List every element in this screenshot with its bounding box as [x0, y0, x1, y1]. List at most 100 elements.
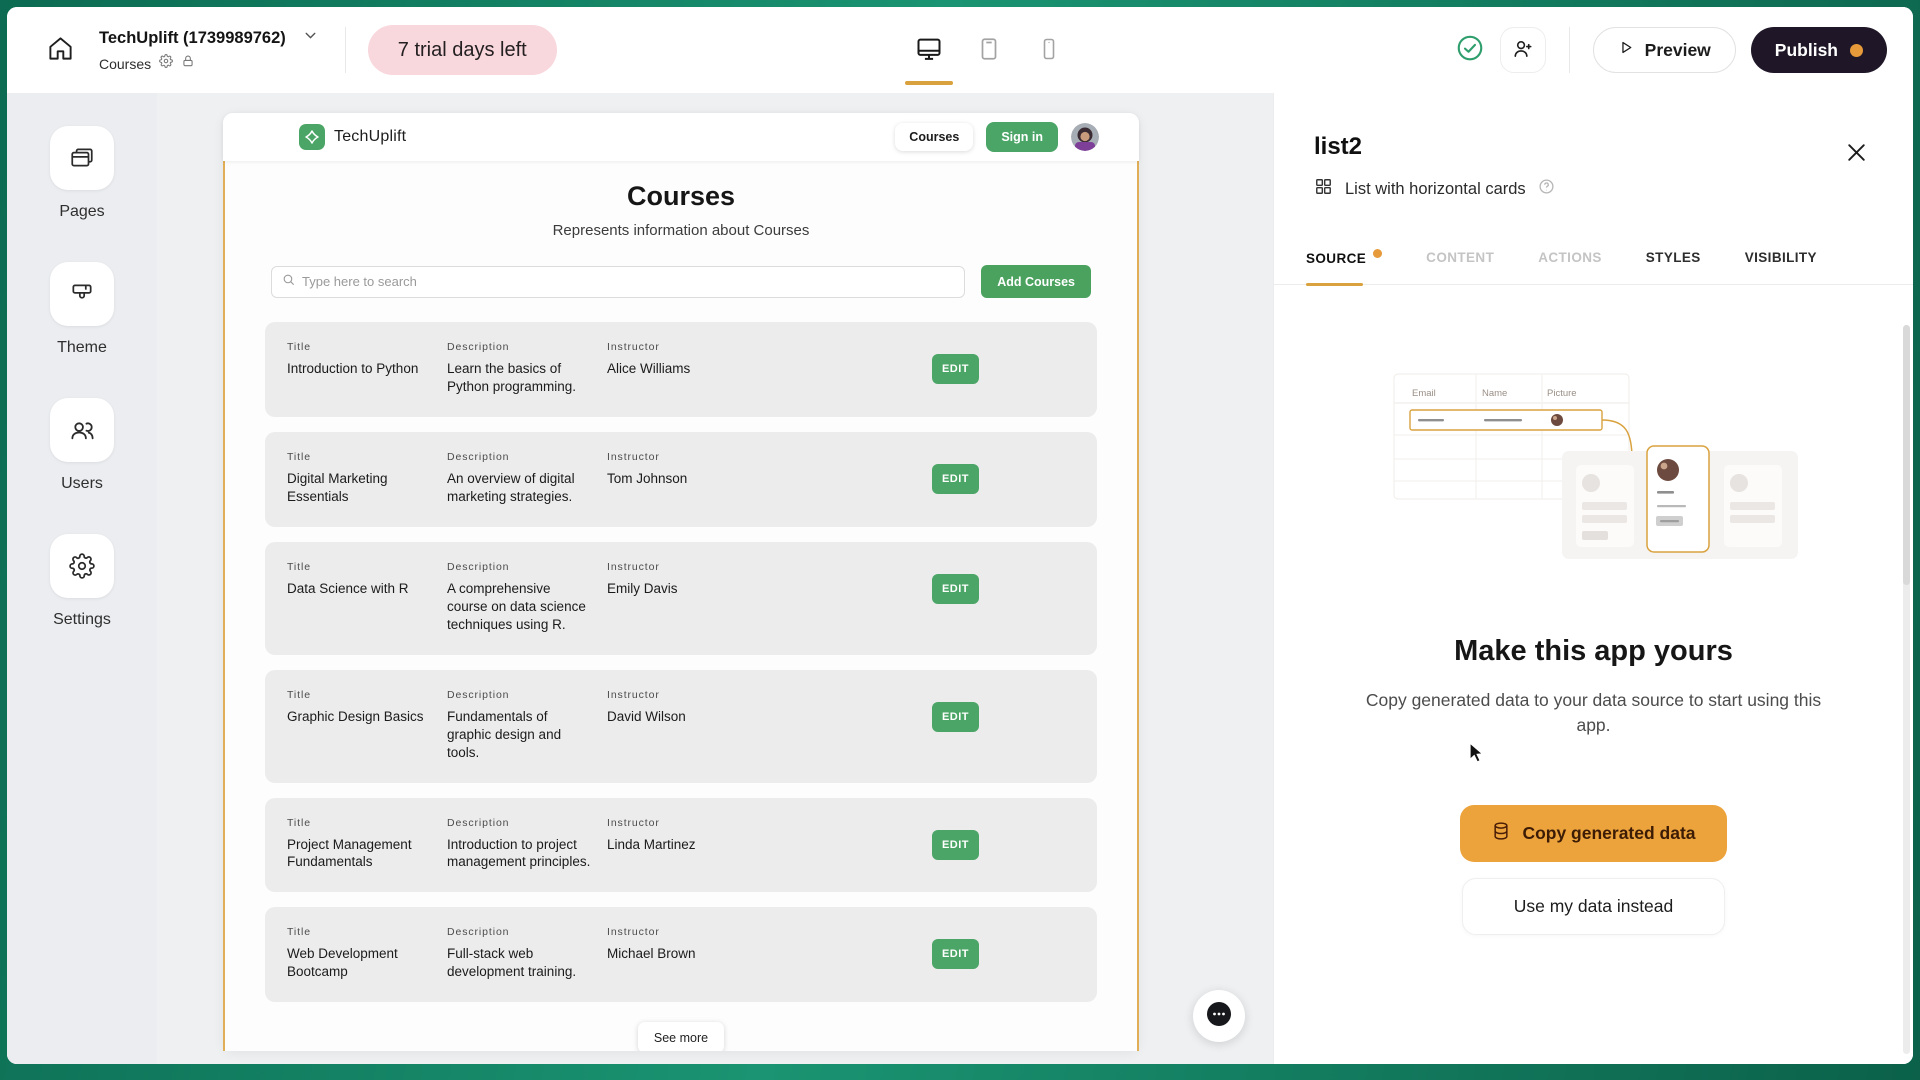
edit-button[interactable]: EDIT	[932, 463, 979, 494]
tab-content[interactable]: CONTENT	[1426, 249, 1494, 284]
tab-source[interactable]: SOURCE	[1306, 249, 1383, 286]
see-more-button[interactable]: See more	[637, 1022, 725, 1051]
tab-visibility[interactable]: VISIBILITY	[1745, 249, 1817, 284]
illus-col-name: Name	[1482, 388, 1507, 399]
phone-icon	[1037, 37, 1061, 64]
chat-bubble-icon	[1202, 998, 1236, 1035]
search-box	[271, 265, 966, 298]
search-icon	[282, 273, 295, 291]
field-label-title: Title	[287, 341, 311, 353]
field-label-instructor: Instructor	[607, 560, 660, 573]
app-page-content: Courses Represents information about Cou…	[223, 161, 1139, 1051]
page-title: Courses	[626, 181, 736, 211]
users-icon	[50, 398, 114, 462]
add-courses-button[interactable]: Add Courses	[981, 265, 1091, 298]
use-my-data-button[interactable]: Use my data instead	[1462, 877, 1725, 935]
field-label-instructor: Instructor	[607, 926, 660, 939]
field-label-description: Description	[447, 926, 510, 939]
close-icon	[1844, 140, 1869, 168]
tab-styles[interactable]: STYLES	[1646, 249, 1701, 284]
topbar: TechUplift (1739989762) Courses 7 tr	[7, 7, 1913, 93]
sidebar-item-settings[interactable]: Settings	[50, 534, 114, 629]
topbar-divider	[1568, 27, 1570, 73]
course-card[interactable]: Title Project Management Fundamentals Des…	[265, 797, 1097, 893]
chevron-down-icon[interactable]	[302, 27, 319, 49]
edit-button[interactable]: EDIT	[932, 829, 979, 860]
saved-check-icon[interactable]	[1455, 33, 1485, 68]
publish-label: Publish	[1774, 39, 1838, 60]
tab-actions[interactable]: ACTIONS	[1538, 249, 1602, 284]
builder-window: TechUplift (1739989762) Courses 7 tr	[7, 7, 1913, 1064]
search-row: Add Courses	[271, 265, 1091, 298]
app-brand: TechUplift	[299, 124, 406, 150]
illus-col-email: Email	[1412, 388, 1436, 399]
workspace-switcher[interactable]: TechUplift (1739989762) Courses	[99, 27, 319, 73]
device-desktop-button[interactable]	[905, 33, 953, 85]
sidebar-item-users[interactable]: Users	[50, 398, 114, 493]
avatar[interactable]	[1071, 123, 1099, 151]
edit-button[interactable]: EDIT	[932, 354, 979, 384]
device-phone-button[interactable]	[1032, 33, 1066, 67]
course-card[interactable]: Title Data Science with R Description A co…	[265, 541, 1097, 655]
course-title: Project Management Fundamentals	[287, 836, 412, 870]
current-page-name: Courses	[99, 55, 152, 72]
data-mapping-illustration: Email Name Picture	[1393, 373, 1798, 559]
field-label-instructor: Instructor	[607, 450, 660, 463]
preview-button[interactable]: Preview	[1592, 27, 1736, 73]
field-label-instructor: Instructor	[607, 341, 660, 353]
paintbrush-icon	[50, 262, 114, 326]
topbar-actions: Preview Publish	[1455, 27, 1887, 73]
copy-generated-data-button[interactable]: Copy generated data	[1460, 804, 1727, 862]
preview-label: Preview	[1644, 39, 1711, 60]
app-brand-name: TechUplift	[334, 128, 407, 145]
device-tablet-button[interactable]	[972, 33, 1006, 67]
sign-in-button[interactable]: Sign in	[986, 122, 1058, 152]
help-icon[interactable]	[1538, 178, 1555, 200]
course-title: Web Development Bootcamp	[287, 946, 398, 980]
desktop-icon	[915, 35, 943, 66]
app-logo-icon	[299, 124, 325, 150]
course-instructor: Emily Davis	[607, 580, 678, 596]
course-instructor: Tom Johnson	[607, 470, 688, 486]
database-icon	[1491, 821, 1511, 846]
play-icon	[1618, 39, 1635, 61]
course-description: Full-stack web development training.	[447, 946, 577, 980]
canvas: TechUplift Courses Sign in Courses Repr	[157, 93, 1273, 1064]
course-description: Learn the basics of Python programming.	[447, 361, 577, 394]
home-button[interactable]	[37, 27, 83, 73]
lock-icon[interactable]	[181, 54, 195, 73]
publish-button[interactable]: Publish	[1750, 27, 1887, 73]
panel-scrollbar-thumb[interactable]	[1903, 325, 1910, 585]
panel-tabs: SOURCE CONTENT ACTIONS STYLES VISIBILITY	[1274, 249, 1913, 286]
copy-generated-data-label: Copy generated data	[1522, 822, 1696, 843]
sidebar-item-label: Theme	[57, 339, 107, 356]
sidebar-item-theme[interactable]: Theme	[50, 262, 114, 357]
field-label-description: Description	[447, 341, 510, 353]
close-panel-button[interactable]	[1841, 139, 1871, 169]
topbar-divider	[344, 27, 346, 73]
trial-badge[interactable]: 7 trial days left	[367, 25, 557, 75]
app-nav-courses[interactable]: Courses	[895, 123, 974, 151]
field-label-title: Title	[287, 926, 311, 939]
course-title: Data Science with R	[287, 580, 409, 596]
pages-icon	[50, 126, 114, 190]
course-card[interactable]: Title Digital Marketing Essentials Descri…	[265, 431, 1097, 527]
gear-icon[interactable]	[159, 54, 174, 73]
publish-status-dot	[1850, 43, 1863, 57]
course-instructor: Michael Brown	[607, 946, 696, 962]
search-input[interactable]	[302, 274, 955, 289]
edit-button[interactable]: EDIT	[932, 701, 979, 732]
invite-user-button[interactable]	[1499, 27, 1546, 73]
field-label-instructor: Instructor	[607, 816, 660, 829]
panel-description: Copy generated data to your data source …	[1365, 690, 1822, 736]
chat-fab-button[interactable]	[1193, 990, 1245, 1042]
course-card[interactable]: Title Graphic Design Basics Description Fu…	[265, 669, 1097, 783]
edit-button[interactable]: EDIT	[932, 939, 979, 970]
tab-label: CONTENT	[1426, 250, 1495, 265]
edit-button[interactable]: EDIT	[932, 573, 979, 604]
course-card[interactable]: Title Introduction to Python Description L…	[265, 322, 1097, 417]
sidebar-item-pages[interactable]: Pages	[50, 126, 114, 221]
course-card[interactable]: Title Web Development Bootcamp Descriptio…	[265, 907, 1097, 1003]
sidebar-item-label: Settings	[53, 611, 111, 628]
